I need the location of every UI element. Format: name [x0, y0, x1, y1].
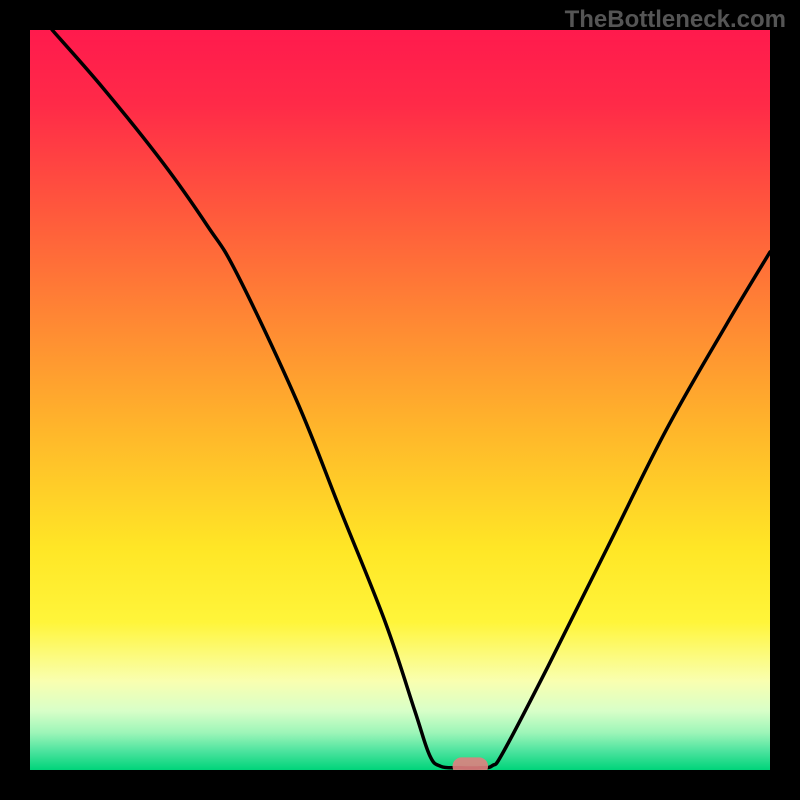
gradient-background — [30, 30, 770, 770]
optimal-marker — [453, 757, 489, 770]
chart-frame: TheBottleneck.com — [0, 0, 800, 800]
plot-svg — [30, 30, 770, 770]
plot-area — [30, 30, 770, 770]
